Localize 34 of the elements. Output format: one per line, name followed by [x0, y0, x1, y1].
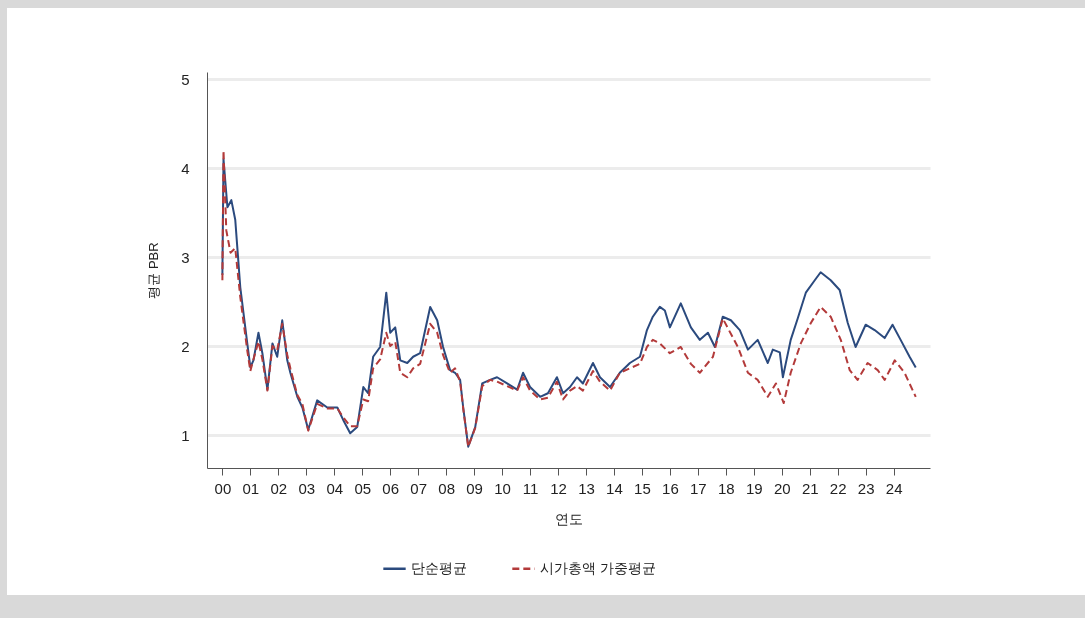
x-tick-label: 12 — [550, 479, 567, 497]
x-tick-label: 20 — [773, 479, 791, 497]
legend-label: 시가총액 가중평균 — [540, 559, 656, 576]
x-tick-label: 08 — [438, 479, 455, 497]
legend-label: 단순평균 — [411, 559, 467, 576]
x-tick-label: 03 — [298, 479, 316, 497]
x-tick-label: 22 — [829, 479, 847, 497]
x-tick-label: 14 — [606, 479, 623, 497]
x-tick-label: 19 — [745, 479, 763, 497]
x-tick-label: 07 — [410, 479, 428, 497]
x-tick-label: 23 — [857, 479, 875, 497]
x-tick-label: 01 — [242, 479, 260, 497]
x-tick-label: 21 — [801, 479, 819, 497]
x-tick-label: 18 — [717, 479, 735, 497]
x-tick-label: 05 — [354, 479, 372, 497]
x-tick-label: 15 — [634, 479, 651, 497]
x-tick-label: 06 — [382, 479, 400, 497]
x-tick-label: 02 — [270, 479, 288, 497]
y-tick-label: 3 — [181, 248, 190, 266]
x-tick-label: 00 — [214, 479, 232, 497]
y-tick-label: 1 — [181, 426, 190, 444]
y-tick-label: 5 — [181, 70, 190, 88]
x-tick-label: 11 — [522, 479, 539, 497]
x-tick-label: 13 — [578, 479, 595, 497]
x-tick-label: 09 — [466, 479, 483, 497]
y-tick-label: 4 — [181, 159, 190, 177]
x-tick-label: 16 — [662, 479, 679, 497]
x-tick-label: 17 — [690, 479, 707, 497]
x-tick-label: 04 — [326, 479, 344, 497]
y-axis-title: 평균 PBR — [146, 242, 162, 299]
y-tick-label: 2 — [181, 337, 190, 355]
x-axis-title: 연도 — [555, 510, 583, 527]
x-tick-label: 10 — [494, 479, 511, 497]
x-tick-label: 24 — [885, 479, 903, 497]
